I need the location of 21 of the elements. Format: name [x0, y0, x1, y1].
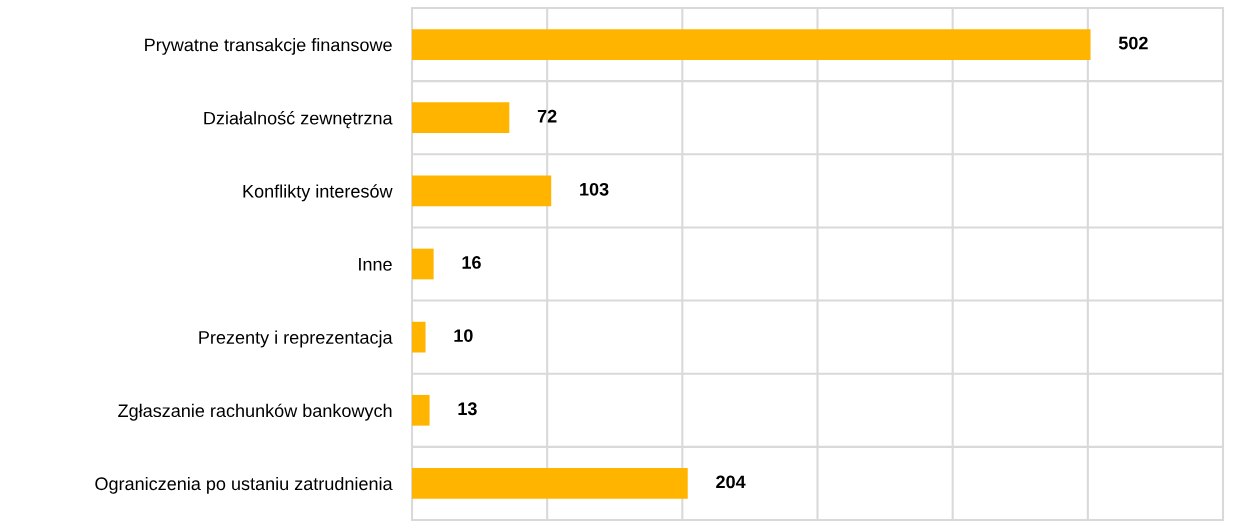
data-label: 16	[462, 256, 481, 269]
bar	[412, 468, 688, 499]
bar	[412, 29, 1091, 60]
data-label: 502	[1118, 36, 1148, 50]
bar	[412, 394, 430, 426]
bar	[412, 248, 434, 280]
data-label: 10	[454, 329, 473, 342]
bar	[412, 175, 552, 207]
y-tick-label: Prezenty i reprezentacja	[199, 330, 393, 348]
bar	[412, 321, 426, 353]
y-tick-label: Konflikty interesów	[243, 184, 393, 202]
y-tick-label: Zgłaszanie rachunków bankowych	[118, 403, 392, 421]
y-tick-label: Inne	[359, 258, 392, 271]
y-tick-label: Działalność zewnętrzna	[204, 111, 393, 129]
y-tick-label: Prywatne transakcje finansowe	[145, 38, 392, 55]
y-tick-label: Ograniczenia po ustaniu zatrudnienia	[95, 476, 393, 494]
data-label: 13	[458, 402, 477, 416]
bar	[412, 102, 510, 134]
data-label: 204	[716, 475, 746, 489]
data-label: 72	[537, 109, 557, 123]
data-label: 103	[580, 182, 609, 196]
